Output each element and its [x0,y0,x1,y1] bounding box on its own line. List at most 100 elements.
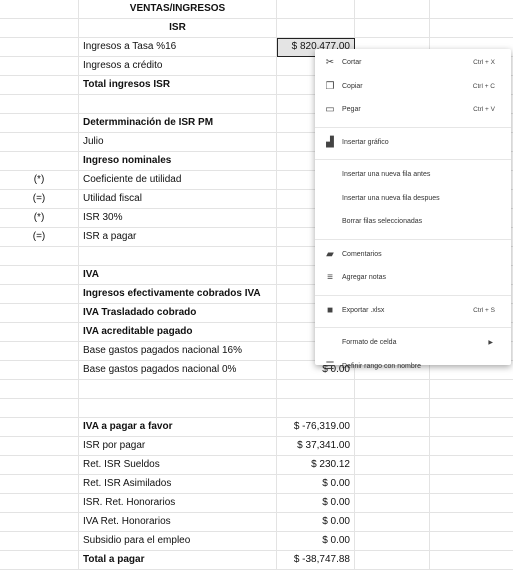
cell-col-a[interactable]: (=) [0,228,79,247]
cell-col-b[interactable]: Ingresos efectivamente cobrados IVA [79,285,277,304]
cell-col-b[interactable]: Base gastos pagados nacional 16% [79,342,277,361]
cell-col-d[interactable] [355,494,430,513]
cell-col-a[interactable] [0,380,79,399]
cell-col-c[interactable] [277,399,355,418]
cell-col-a[interactable] [0,0,79,19]
cell-col-e[interactable] [430,456,513,475]
cell-col-b[interactable]: VENTAS/INGRESOS [79,0,277,19]
cell-col-b[interactable]: Coeficiente de utilidad [79,171,277,190]
cell-col-d[interactable] [355,418,430,437]
cell-col-e[interactable] [430,380,513,399]
cell-col-e[interactable] [430,475,513,494]
menu-item-pegar[interactable]: ▭ Pegar Ctrl + V [315,99,511,121]
cell-col-d[interactable] [355,0,430,19]
cell-col-a[interactable] [0,475,79,494]
menu-item-borrar-filas-seleccionadas[interactable]: Borrar filas seleccionadas [315,211,511,233]
cell-col-a[interactable] [0,133,79,152]
cell-col-a[interactable] [0,551,79,570]
cell-col-e[interactable] [430,551,513,570]
cell-col-a[interactable]: (*) [0,171,79,190]
cell-col-d[interactable] [355,551,430,570]
menu-item-agregar-notas[interactable]: ≡ Agregar notas [315,267,511,289]
cell-col-c[interactable]: $ 0.00 [277,494,355,513]
cell-col-b[interactable]: Ret. ISR Sueldos [79,456,277,475]
cell-col-b[interactable]: Ingreso nominales [79,152,277,171]
cell-col-b[interactable]: Utilidad fiscal [79,190,277,209]
cell-col-b[interactable]: Ret. ISR Asimilados [79,475,277,494]
menu-item-insertar-gr-fico[interactable]: ▟ Insertar gráfico [315,132,511,154]
cell-col-b[interactable]: IVA [79,266,277,285]
menu-item-exportar-xlsx[interactable]: ■ Exportar .xlsx Ctrl + S [315,300,511,322]
cell-col-b[interactable]: IVA acreditable pagado [79,323,277,342]
cell-col-c[interactable]: $ -38,747.88 [277,551,355,570]
cell-col-e[interactable] [430,399,513,418]
cell-col-e[interactable] [430,513,513,532]
cell-col-d[interactable] [355,361,430,380]
cell-col-a[interactable] [0,95,79,114]
cell-col-a[interactable] [0,285,79,304]
cell-col-a[interactable] [0,342,79,361]
menu-item-copiar[interactable]: ❐ Copiar Ctrl + C [315,76,511,98]
cell-col-a[interactable] [0,38,79,57]
cell-col-e[interactable] [430,0,513,19]
cell-col-b[interactable]: Determminación de ISR PM [79,114,277,133]
cell-col-a[interactable] [0,19,79,38]
cell-col-b[interactable]: Total a pagar [79,551,277,570]
menu-item-definir-rango-con-nombre[interactable]: ☰ Definir rango con nombre [315,356,511,378]
cell-col-d[interactable] [355,475,430,494]
cell-col-b[interactable] [79,95,277,114]
cell-col-e[interactable] [430,19,513,38]
cell-col-b[interactable]: ISR por pagar [79,437,277,456]
cell-col-e[interactable] [430,437,513,456]
menu-item-insertar-una-nueva-fila-despues[interactable]: Insertar una nueva fila despues [315,188,511,210]
cell-col-d[interactable] [355,19,430,38]
cell-col-a[interactable] [0,114,79,133]
cell-col-c[interactable]: $ -76,319.00 [277,418,355,437]
cell-col-a[interactable] [0,532,79,551]
cell-col-a[interactable] [0,399,79,418]
cell-col-c[interactable]: $ 37,341.00 [277,437,355,456]
cell-col-a[interactable]: (=) [0,190,79,209]
cell-col-a[interactable] [0,57,79,76]
menu-item-insertar-una-nueva-fila-antes[interactable]: Insertar una nueva fila antes [315,164,511,186]
cell-col-a[interactable] [0,152,79,171]
cell-col-b[interactable]: ISR a pagar [79,228,277,247]
cell-col-c[interactable]: $ 0.00 [277,361,355,380]
menu-item-comentarios[interactable]: ▰ Comentarios [315,244,511,266]
cell-col-a[interactable] [0,361,79,380]
cell-col-d[interactable] [355,380,430,399]
cell-col-b[interactable]: Total ingresos ISR [79,76,277,95]
cell-col-b[interactable] [79,247,277,266]
cell-col-e[interactable] [430,418,513,437]
cell-col-b[interactable]: Ingresos a crédito [79,57,277,76]
cell-col-d[interactable] [355,513,430,532]
cell-col-e[interactable] [430,494,513,513]
cell-col-a[interactable] [0,437,79,456]
cell-col-c[interactable] [277,0,355,19]
cell-col-b[interactable]: IVA Ret. Honorarios [79,513,277,532]
cell-col-d[interactable] [355,456,430,475]
cell-col-c[interactable] [277,380,355,399]
menu-item-formato-de-celda[interactable]: Formato de celda ▶ [315,332,511,354]
cell-col-b[interactable]: IVA Trasladado cobrado [79,304,277,323]
cell-col-c[interactable] [277,19,355,38]
cell-col-b[interactable]: ISR. Ret. Honorarios [79,494,277,513]
cell-col-a[interactable] [0,494,79,513]
cell-col-c[interactable]: $ 230.12 [277,456,355,475]
cell-col-a[interactable] [0,247,79,266]
cell-col-d[interactable] [355,399,430,418]
cell-col-e[interactable] [430,532,513,551]
cell-col-a[interactable] [0,418,79,437]
cell-col-d[interactable] [355,532,430,551]
cell-col-e[interactable] [430,361,513,380]
cell-col-a[interactable] [0,513,79,532]
cell-col-a[interactable] [0,456,79,475]
cell-col-b[interactable]: Ingresos a Tasa %16 [79,38,277,57]
cell-col-a[interactable] [0,304,79,323]
cell-col-c[interactable]: $ 0.00 [277,532,355,551]
cell-col-c[interactable]: $ 0.00 [277,475,355,494]
cell-col-b[interactable]: ISR 30% [79,209,277,228]
cell-col-b[interactable] [79,380,277,399]
cell-col-b[interactable] [79,399,277,418]
cell-col-b[interactable]: Julio [79,133,277,152]
